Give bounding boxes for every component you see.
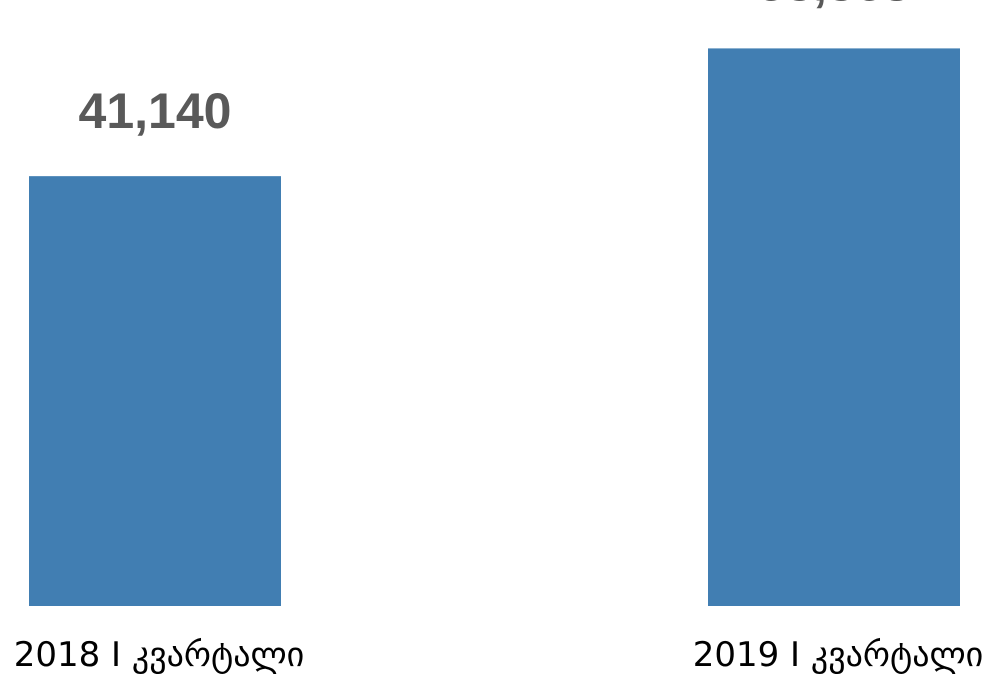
bar-2: 53,368 2019 I კვარტალი <box>693 0 984 674</box>
category-label-2019: 2019 I კვარტალი <box>693 635 984 674</box>
value-label-2018: 41,140 <box>79 83 232 139</box>
value-label-2019: 53,368 <box>758 0 911 11</box>
bar-1: 41,140 2018 I კვარტალი <box>14 83 305 674</box>
category-label-2018: 2018 I კვარტალი <box>14 635 305 674</box>
bar-2019 <box>708 48 960 606</box>
bar-2018 <box>29 176 281 606</box>
